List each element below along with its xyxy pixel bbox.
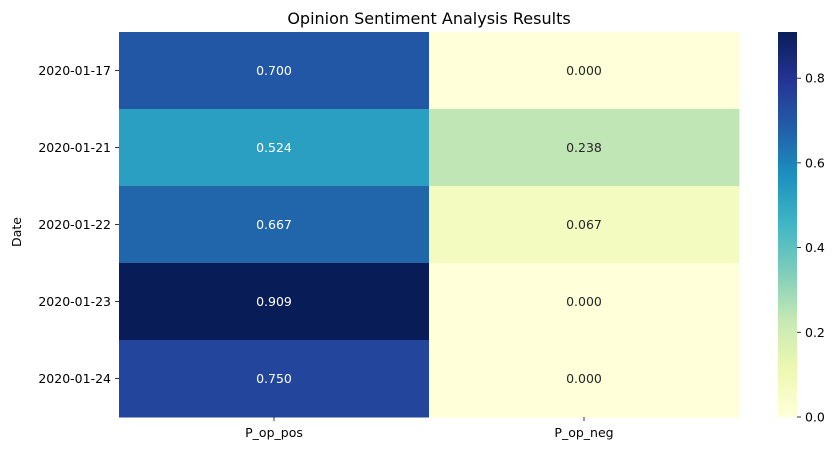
x-tick-label: P_op_pos xyxy=(245,425,303,440)
heatmap-cell xyxy=(119,32,430,110)
cell-value-label: 0.667 xyxy=(256,217,292,232)
colorbar-tick-label: 0.4 xyxy=(805,240,825,255)
x-axis-ticks: P_op_pos P_op_neg xyxy=(245,417,614,440)
cell-value-label: 0.750 xyxy=(256,371,292,386)
y-tick-label: 2020-01-24 xyxy=(38,371,111,386)
cell-value-label: 0.067 xyxy=(566,217,602,232)
heatmap-cell xyxy=(429,340,740,418)
colorbar-tick-label: 0.8 xyxy=(805,71,825,86)
y-tick-label: 2020-01-21 xyxy=(38,140,111,155)
colorbar xyxy=(778,32,797,417)
x-tick-label: P_op_neg xyxy=(554,425,613,440)
colorbar-tick-label: 0.2 xyxy=(805,325,825,340)
heatmap-cell xyxy=(429,109,740,187)
y-axis-label: Date xyxy=(9,217,24,247)
y-tick-label: 2020-01-23 xyxy=(38,294,111,309)
colorbar-ticks: 0.0 0.2 0.4 0.6 0.8 xyxy=(797,71,825,425)
heatmap-cell xyxy=(429,32,740,110)
colorbar-tick-label: 0.0 xyxy=(805,410,825,425)
cell-value-label: 0.000 xyxy=(566,63,602,78)
y-tick-label: 2020-01-22 xyxy=(38,217,111,232)
chart-title: Opinion Sentiment Analysis Results xyxy=(287,9,570,28)
heatmap-cell xyxy=(119,186,430,264)
cell-value-label: 0.700 xyxy=(256,63,292,78)
heatmap-cell xyxy=(119,263,430,341)
heatmap-cell xyxy=(119,340,430,418)
heatmap-cell xyxy=(429,186,740,264)
heatmap-cell xyxy=(429,263,740,341)
cell-value-label: 0.000 xyxy=(566,371,602,386)
y-axis-ticks: 2020-01-17 2020-01-21 2020-01-22 2020-01-23… xyxy=(38,63,119,386)
heatmap-cell-labels: 0.700 0.000 0.524 0.238 0.667 0.067 0.909 0.000… xyxy=(256,63,602,386)
heatmap-cells xyxy=(119,32,740,418)
cell-value-label: 0.909 xyxy=(256,294,292,309)
cell-value-label: 0.000 xyxy=(566,294,602,309)
y-tick-label: 2020-01-17 xyxy=(38,63,111,78)
heatmap-cell xyxy=(119,109,430,187)
cell-value-label: 0.524 xyxy=(256,140,292,155)
colorbar-tick-label: 0.6 xyxy=(805,155,825,170)
cell-value-label: 0.238 xyxy=(566,140,602,155)
